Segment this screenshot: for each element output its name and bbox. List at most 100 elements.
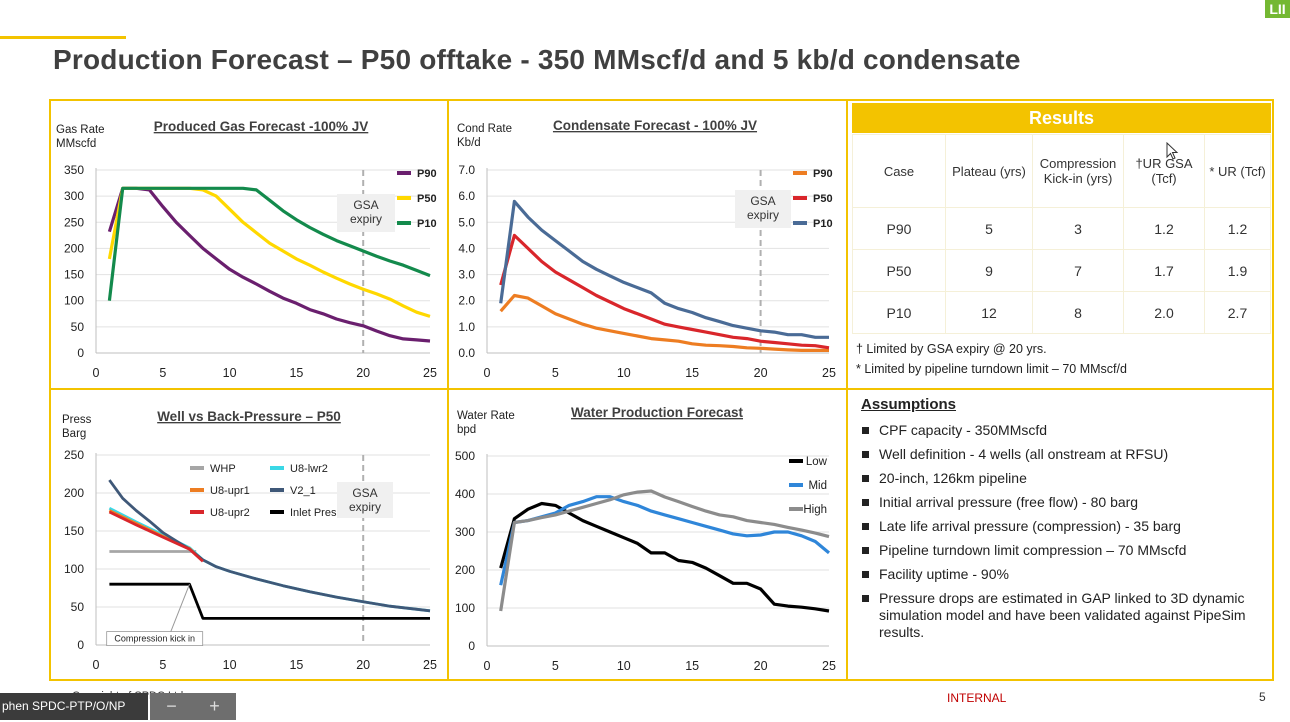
- x-tick-label: 10: [617, 659, 631, 673]
- y-axis-label: Water Rate bpd: [457, 410, 515, 436]
- y-tick-label: 250: [64, 448, 84, 462]
- y-axis-label: Press Barg: [62, 414, 92, 440]
- series-line-u8-lwr2: [108, 506, 431, 613]
- y-tick-label: 0.0: [458, 346, 475, 360]
- cell-compression: 7: [1032, 249, 1124, 292]
- cell-compression: 3: [1032, 207, 1124, 250]
- x-tick-label: 10: [617, 366, 631, 380]
- chart-title: Condensate Forecast - 100% JV: [553, 118, 757, 133]
- legend-label: U8-upr1: [210, 485, 250, 497]
- y-tick-label: 4.0: [458, 241, 475, 255]
- zoom-controls: − +: [150, 693, 236, 720]
- series-line-p90: [499, 293, 829, 352]
- y-axis-label-line1: Gas Rate: [56, 124, 105, 136]
- series-line-inlet-pres: [109, 582, 430, 620]
- list-item: Late life arrival pressure (compression)…: [861, 518, 1261, 535]
- legend-label: Inlet Pres: [290, 507, 337, 519]
- results-table: Case Plateau (yrs) Compression Kick-in (…: [852, 134, 1271, 334]
- cell-ur-gsa: 2.0: [1123, 291, 1205, 334]
- series-line-p50: [499, 233, 830, 350]
- annotation-label: Compression kick in: [114, 634, 195, 644]
- list-item: Well definition - 4 wells (all onstream …: [861, 446, 1261, 463]
- series-line-p90: [107, 186, 431, 343]
- cell-compression: 8: [1032, 291, 1124, 334]
- slide-title: Production Forecast – P50 offtake - 350 …: [53, 44, 1021, 75]
- y-tick-label: 100: [455, 601, 475, 615]
- y-tick-label: 100: [64, 562, 84, 576]
- col-case: Case: [852, 134, 946, 208]
- y-tick-label: 3.0: [458, 268, 475, 282]
- results-notes: † Limited by GSA expiry @ 20 yrs. * Limi…: [856, 339, 1127, 379]
- gsa-label-line1: GSA: [353, 198, 378, 212]
- table-row: P90 5 3 1.2 1.2: [852, 207, 1271, 250]
- x-tick-label: 25: [822, 366, 836, 380]
- cell-case: P50: [852, 249, 946, 292]
- assumptions-title: Assumptions: [861, 396, 957, 413]
- legend-label: P10: [417, 218, 437, 230]
- legend-label: Mid: [808, 480, 827, 492]
- assumptions-list: CPF capacity - 350MMscfd Well definition…: [861, 422, 1261, 648]
- x-tick-label: 0: [93, 658, 100, 672]
- cell-case: P10: [852, 291, 946, 334]
- pressure-chart: Well vs Back-Pressure – P50 Press Barg 0 50 1…: [51, 390, 447, 679]
- list-item: Pressure drops are estimated in GAP link…: [861, 590, 1261, 641]
- x-tick-label: 20: [754, 366, 768, 380]
- title-accent-line: [0, 36, 126, 39]
- y-axis-label-line1: Water Rate: [457, 410, 515, 422]
- y-tick-label: 350: [64, 163, 84, 177]
- y-tick-label: 300: [455, 525, 475, 539]
- gsa-label-box: [337, 482, 393, 518]
- divider-vertical-2: [846, 99, 848, 681]
- legend-label: P90: [813, 168, 833, 180]
- cell-ur: 1.9: [1204, 249, 1271, 292]
- presenter-label: phen SPDC-PTP/O/NP: [0, 693, 148, 720]
- legend-label: Low: [806, 456, 828, 468]
- x-tick-label: 15: [289, 658, 303, 672]
- divider-vertical-1: [447, 99, 449, 681]
- annotation-pointer: [170, 584, 190, 632]
- chart-title: Produced Gas Forecast -100% JV: [154, 119, 369, 134]
- cell-ur-gsa: 1.7: [1123, 249, 1205, 292]
- y-tick-label: 0: [468, 639, 475, 653]
- cell-ur: 1.2: [1204, 207, 1271, 250]
- zoom-in-button[interactable]: +: [209, 696, 220, 716]
- col-plateau: Plateau (yrs): [945, 134, 1033, 208]
- x-tick-label: 5: [552, 366, 559, 380]
- y-axis-label: Cond Rate Kb/d: [457, 123, 512, 149]
- gsa-label-box: [337, 194, 395, 232]
- legend-label: P90: [417, 168, 437, 180]
- gsa-label-line2: expiry: [350, 212, 382, 226]
- x-tick-label: 10: [223, 366, 237, 380]
- zoom-out-button[interactable]: −: [166, 696, 177, 716]
- x-tick-label: 10: [223, 658, 237, 672]
- chart-title: Well vs Back-Pressure – P50: [157, 409, 341, 424]
- list-item: Initial arrival pressure (free flow) - 8…: [861, 494, 1261, 511]
- cell-plateau: 5: [945, 207, 1033, 250]
- cell-case: P90: [852, 207, 946, 250]
- x-tick-label: 5: [159, 658, 166, 672]
- y-tick-label: 250: [64, 215, 84, 229]
- series-line-low: [499, 501, 830, 613]
- y-tick-label: 6.0: [458, 189, 475, 203]
- x-tick-label: 0: [93, 366, 100, 380]
- y-axis-label-line2: MMscfd: [56, 138, 96, 150]
- col-ur: * UR (Tcf): [1204, 134, 1271, 208]
- x-tick-label: 15: [685, 366, 699, 380]
- cell-plateau: 9: [945, 249, 1033, 292]
- y-axis-label: Gas Rate MMscfd: [56, 124, 105, 150]
- x-tick-label: 25: [423, 366, 437, 380]
- gsa-label: GSA expiry: [747, 194, 779, 222]
- mouse-cursor-icon: [1166, 142, 1179, 160]
- series-line-p10: [499, 199, 829, 339]
- col-compression: Compression Kick-in (yrs): [1032, 134, 1124, 208]
- y-tick-label: 0: [77, 346, 84, 360]
- cell-ur-gsa: 1.2: [1123, 207, 1205, 250]
- list-item: CPF capacity - 350MMscfd: [861, 422, 1261, 439]
- y-tick-label: 150: [64, 268, 84, 282]
- x-tick-label: 15: [685, 659, 699, 673]
- x-tick-label: 5: [159, 366, 166, 380]
- series-line-mid: [499, 495, 831, 586]
- gsa-label-box: [735, 190, 791, 228]
- legend-label: P50: [417, 193, 437, 205]
- legend-label: P10: [813, 218, 833, 230]
